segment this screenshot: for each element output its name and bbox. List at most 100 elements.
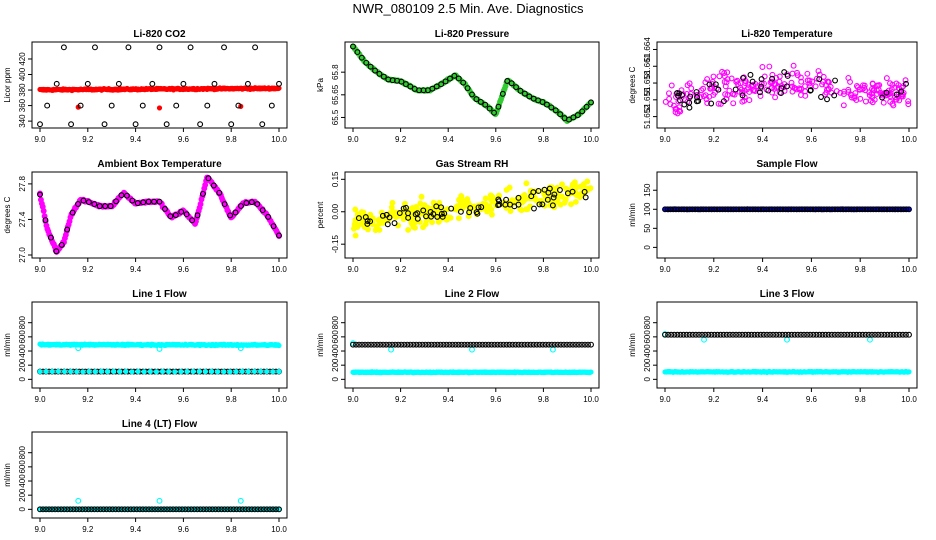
chart-3-temperature-point xyxy=(662,98,669,105)
chart-4-xtick-label: 10.0 xyxy=(271,265,287,274)
chart-2-pressure-sample-point xyxy=(517,87,524,94)
chart-10-line-4-flow-point xyxy=(188,506,195,513)
chart-6-xtick-label: 9.6 xyxy=(806,265,818,274)
chart-4-box-temperature-sample-point xyxy=(140,199,147,206)
chart-2-pressure-sample-point xyxy=(469,91,475,98)
chart-3-xtick-label: 9.4 xyxy=(757,135,769,144)
chart-9-line-3-flow-point xyxy=(665,331,672,338)
chart-3-temperature-point xyxy=(726,87,733,94)
chart-5-rh-sample-point xyxy=(414,215,421,222)
chart-8-line-2-flow-point xyxy=(452,341,459,348)
chart-2-pressure-sample-point xyxy=(526,93,533,100)
chart-10-line-4-flow-point xyxy=(173,506,180,513)
chart-8-line-2-flow-point xyxy=(476,341,483,348)
chart-3-temperature-sample-point xyxy=(715,86,722,93)
chart-1-reference-cycle-point xyxy=(53,80,60,87)
chart-5-rh-point xyxy=(561,199,568,206)
chart-6-sample-flow-ref-point xyxy=(683,206,690,213)
chart-6-ytick-label: 0 xyxy=(643,245,652,250)
chart-6-sample-flow-ref-point xyxy=(864,206,871,213)
chart-1-reference-cycle-point xyxy=(173,102,180,109)
chart-5-rh-point xyxy=(488,211,495,218)
chart-3-temperature-point xyxy=(666,95,673,102)
chart-1-reference-cycle-point xyxy=(163,121,170,127)
chart-6-sample-flow-ref-point xyxy=(749,206,756,213)
chart-8-line-2-flow-point xyxy=(461,341,468,348)
chart-4-ytick-label: 27.4 xyxy=(18,211,27,227)
chart-9-line-3-flow-point xyxy=(835,331,841,338)
chart-5-rh-sample-point xyxy=(400,205,407,212)
chart-5-rh-sample-point xyxy=(414,210,421,217)
chart-8-line-2-flow-point xyxy=(518,341,525,348)
chart-7-line-1-flow-cyan-point xyxy=(61,368,68,375)
chart-2-pressure-sample-point xyxy=(504,78,511,84)
chart-10-line-4-flow-point xyxy=(58,506,65,513)
chart-3-temperature-sample-point xyxy=(739,92,746,99)
chart-6-sample-flow-ref-point xyxy=(703,206,710,213)
chart-7-line-1-flow-cyan-point xyxy=(117,368,123,375)
chart-5-xtick-label: 9.0 xyxy=(347,265,359,274)
chart-2-pressure-sample-point xyxy=(402,81,409,88)
chart-6-sample-flow-ref-point xyxy=(859,206,866,213)
chart-1-reference-cycle-point xyxy=(187,44,194,51)
chart-1-reference-cycle-point xyxy=(180,80,187,87)
chart-10-ytick-label: 200 xyxy=(18,488,27,502)
chart-6-sample-flow-ref-point xyxy=(848,206,855,213)
chart-5-xtick-label: 9.8 xyxy=(538,265,550,274)
chart-9-xtick-label: 9.0 xyxy=(659,395,671,404)
chart-6-sample-flow-ref-point xyxy=(834,206,841,213)
chart-3-temperature-sample-point xyxy=(757,89,763,96)
chart-10-line-4-flow-point xyxy=(203,506,210,513)
chart-4: Ambient Box Temperature degrees C 9.0 9.2 9.… xyxy=(3,159,288,274)
chart-10-line-4-flow-point xyxy=(55,506,62,513)
chart-2-ylabel: kPa xyxy=(316,78,325,92)
chart-2-xtick-label: 10.0 xyxy=(583,135,599,144)
chart-4-box-temperature-sample-point xyxy=(151,198,158,205)
chart-9-line-3-flow-point xyxy=(723,331,730,338)
chart-7-line-1-flow-cyan-point xyxy=(239,368,245,375)
chart-8-line-2-flow-point xyxy=(386,341,393,348)
chart-6-sample-flow-ref-point xyxy=(664,206,671,213)
chart-6-sample-flow-ref-point xyxy=(853,206,860,213)
chart-8-xtick-label: 9.4 xyxy=(443,395,455,404)
chart-10-line-4-flow-point xyxy=(94,506,101,513)
chart-9-line-3-flow-point xyxy=(804,331,811,338)
chart-7-xtick-label: 9.4 xyxy=(130,395,142,404)
chart-7-line-1-flow-cyan-point xyxy=(123,368,129,375)
chart-9-line-3-flow-point xyxy=(807,331,814,338)
chart-3-temperature-point xyxy=(827,83,834,90)
chart-6-sample-flow-ref-point xyxy=(673,206,679,213)
chart-4-box-temperature-sample-point xyxy=(265,213,272,220)
chart-2-pressure-sample-point xyxy=(557,111,564,118)
chart-10-line-4-flow-point xyxy=(142,506,149,513)
chart-2-xtick-label: 9.4 xyxy=(443,135,455,144)
chart-4-box-temperature-sample-point xyxy=(248,199,255,206)
chart-3-temperature-point xyxy=(688,85,695,92)
chart-3-temperature-point xyxy=(862,98,869,105)
chart-3-temperature-point xyxy=(687,90,694,97)
chart-3-temperature-sample-point xyxy=(807,87,814,94)
chart-9-line-3-flow-point xyxy=(847,331,854,338)
chart-7-line-1-flow-cyan-point xyxy=(37,368,43,375)
chart-8-line-2-flow-point xyxy=(530,341,537,348)
chart-2-pressure-sample-point xyxy=(447,75,453,82)
chart-3: Li-820 Temperature degrees C 9.0 9.2 9.4 9.6 9… xyxy=(628,29,918,144)
chart-6-sample-flow-ref-point xyxy=(727,206,734,213)
chart-6-sample-flow-ref-point xyxy=(689,206,696,213)
chart-7-xtick-label: 10.0 xyxy=(271,395,287,404)
chart-9-line-3-flow-point xyxy=(674,331,681,338)
chart-4-box-temperature-sample-point xyxy=(216,189,223,196)
chart-4-box-temperature-sample-point xyxy=(102,203,109,210)
chart-3-temperature-point xyxy=(887,80,893,87)
chart-2-pressure-sample-point xyxy=(407,83,414,90)
chart-10-line-4-flow-point xyxy=(179,506,186,513)
chart-5-rh-point xyxy=(352,206,359,213)
chart-1-xtick-label: 10.0 xyxy=(271,135,287,144)
chart-1-reference-cycle-point xyxy=(228,121,235,127)
chart-4-box-temperature-sample-point xyxy=(276,232,282,239)
chart-6-sample-flow-ref-point xyxy=(711,206,718,213)
chart-3-temperature-point xyxy=(704,76,711,83)
chart-10-line-4-flow-point xyxy=(273,506,279,513)
chart-8-line-2-flow-point xyxy=(410,341,417,348)
